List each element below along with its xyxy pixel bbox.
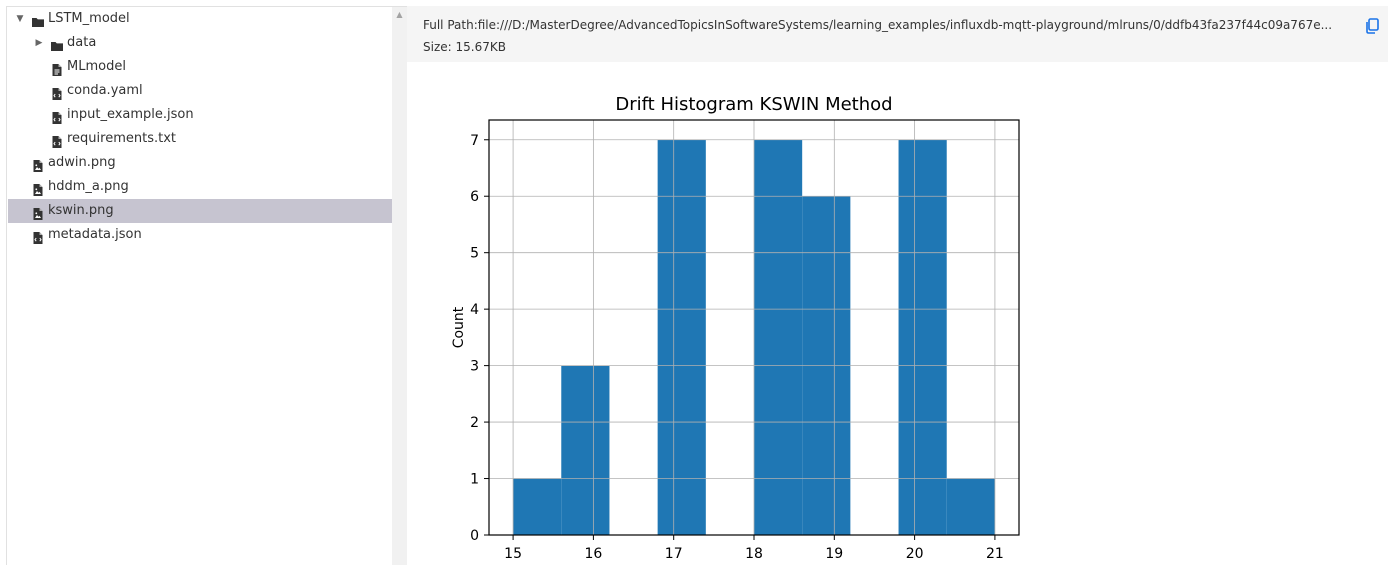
image-file-icon <box>32 157 44 172</box>
tree-item-label: requirements.txt <box>67 131 177 146</box>
x-tick-label: 16 <box>584 546 602 562</box>
tree-item-label: metadata.json <box>48 227 142 242</box>
chart-image: 15 16 17 18 19 20 21 0 1 2 3 4 5 6 7 Drift Histogram KS… <box>451 82 1125 565</box>
tree-item-lstm-model[interactable]: ▼ LSTM_model <box>8 7 392 31</box>
x-tick-label: 17 <box>665 546 683 562</box>
tree-scrollbar[interactable]: ▲ <box>392 7 407 565</box>
tree-item-adwin-png[interactable]: adwin.png <box>8 151 392 175</box>
y-tick-label: 5 <box>470 246 479 262</box>
x-tick-label: 21 <box>986 546 1004 562</box>
tree-item-label: input_example.json <box>67 107 194 122</box>
tree-item-kswin-png[interactable]: kswin.png <box>8 199 392 223</box>
tree-item-label: adwin.png <box>48 155 116 170</box>
code-file-icon <box>51 85 63 100</box>
y-tick-label: 1 <box>470 472 479 488</box>
tree-item-label: conda.yaml <box>67 83 143 98</box>
tree-item-metadata-json[interactable]: metadata.json <box>8 223 392 247</box>
scroll-up-arrow-icon[interactable]: ▲ <box>396 10 403 19</box>
tree-item-label: MLmodel <box>67 59 126 74</box>
code-file-icon <box>51 133 63 148</box>
code-file-icon <box>32 229 44 244</box>
y-tick-label: 4 <box>470 302 479 318</box>
histogram-bar <box>898 139 947 535</box>
tree-item-label: kswin.png <box>48 203 114 218</box>
file-icon <box>51 61 63 76</box>
copy-path-button[interactable] <box>1365 18 1379 34</box>
chevron-right-icon[interactable]: ▶ <box>35 38 43 48</box>
histogram-bar <box>561 365 610 535</box>
histogram-chart: 15 16 17 18 19 20 21 0 1 2 3 4 5 6 7 Drift Histogram KS… <box>451 94 1020 562</box>
folder-icon <box>51 37 63 51</box>
folder-icon <box>32 13 44 27</box>
tree-item-label: data <box>67 35 97 50</box>
file-tree: ▲ ▼ LSTM_model ▶ data MLmodel conda.yaml input… <box>6 6 407 565</box>
histogram-bar <box>946 478 995 535</box>
tree-item-mlmodel[interactable]: MLmodel <box>8 55 392 79</box>
x-tick-label: 15 <box>504 546 522 562</box>
histogram-bar <box>513 478 562 535</box>
x-tick-label: 18 <box>745 546 763 562</box>
image-file-icon <box>32 181 44 196</box>
tree-item-hddm-a-png[interactable]: hddm_a.png <box>8 175 392 199</box>
chart-title: Drift Histogram KSWIN Method <box>615 94 892 115</box>
x-tick-label: 19 <box>825 546 843 562</box>
y-tick-label: 3 <box>470 359 479 375</box>
y-tick-label: 6 <box>470 189 479 205</box>
file-size-text: Size: 15.67KB <box>423 40 506 54</box>
tree-item-requirements-txt[interactable]: requirements.txt <box>8 127 392 151</box>
y-tick-label: 2 <box>470 415 479 431</box>
y-tick-label: 0 <box>470 528 479 544</box>
tree-item-label: hddm_a.png <box>48 179 129 194</box>
tree-item-label: LSTM_model <box>48 11 130 26</box>
x-tick-label: 20 <box>906 546 924 562</box>
histogram-bar <box>754 139 803 535</box>
file-info-bar: Full Path:file:///D:/MasterDegree/Advanc… <box>407 6 1388 62</box>
histogram-bar <box>657 139 706 535</box>
code-file-icon <box>51 109 63 124</box>
tree-item-input-example-json[interactable]: input_example.json <box>8 103 392 127</box>
chevron-down-icon[interactable]: ▼ <box>16 14 24 24</box>
image-file-icon <box>32 205 44 220</box>
tree-item-conda-yaml[interactable]: conda.yaml <box>8 79 392 103</box>
copy-icon <box>1366 18 1379 34</box>
y-axis-label: Count <box>451 306 467 348</box>
artifact-preview: Full Path:file:///D:/MasterDegree/Advanc… <box>407 6 1388 565</box>
tree-item-data[interactable]: ▶ data <box>8 31 392 55</box>
y-tick-label: 7 <box>470 133 479 149</box>
full-path-text: Full Path:file:///D:/MasterDegree/Advanc… <box>423 18 1333 32</box>
